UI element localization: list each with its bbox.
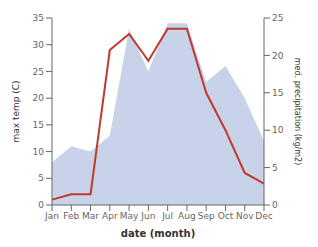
svg-text:Nov: Nov <box>236 211 254 221</box>
svg-text:Jan: Jan <box>44 211 59 221</box>
svg-text:max temp (C): max temp (C) <box>11 80 21 142</box>
svg-text:0: 0 <box>272 200 278 210</box>
svg-text:Jun: Jun <box>140 211 155 221</box>
svg-text:10: 10 <box>272 125 284 135</box>
svg-text:date (month): date (month) <box>121 228 195 239</box>
svg-text:30: 30 <box>33 40 45 50</box>
svg-text:Jul: Jul <box>161 211 173 221</box>
svg-text:25: 25 <box>33 67 44 77</box>
svg-text:Apr: Apr <box>102 211 118 221</box>
svg-text:May: May <box>120 211 139 221</box>
svg-text:25: 25 <box>272 13 283 23</box>
svg-text:15: 15 <box>33 120 44 130</box>
svg-text:med. precipitation (kg/m2): med. precipitation (kg/m2) <box>293 58 302 165</box>
svg-text:Aug: Aug <box>178 211 196 221</box>
svg-text:10: 10 <box>33 147 45 157</box>
svg-text:Feb: Feb <box>63 211 79 221</box>
svg-text:Dec: Dec <box>255 211 272 221</box>
svg-text:Oct: Oct <box>218 211 234 221</box>
svg-text:15: 15 <box>272 88 283 98</box>
svg-text:5: 5 <box>38 173 44 183</box>
svg-text:5: 5 <box>272 163 278 173</box>
svg-text:Mar: Mar <box>82 211 99 221</box>
svg-text:0: 0 <box>38 200 44 210</box>
svg-text:20: 20 <box>33 93 45 103</box>
svg-text:35: 35 <box>33 13 44 23</box>
svg-text:Sep: Sep <box>198 211 215 221</box>
svg-text:20: 20 <box>272 51 284 61</box>
